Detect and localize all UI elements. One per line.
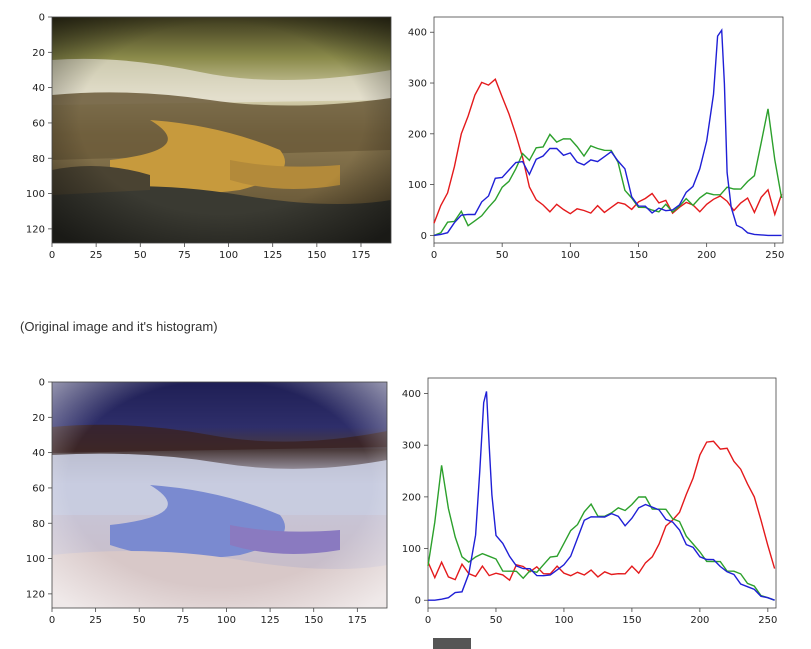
negative-image-plot: 0 25 50 75 100 125 150 175 0 20 40 60 80 100 120 — [26, 378, 388, 626]
original-image-x-tick-label: 150 — [307, 250, 326, 261]
negative-image-y-tick-label: 20 — [32, 413, 45, 424]
scroll-indicator — [433, 638, 471, 649]
negative-histogram-x-tick-label: 0 — [425, 615, 431, 626]
negative-histogram-y-tick-label: 400 — [402, 389, 421, 400]
negative-image-y-tick-label: 100 — [26, 554, 45, 565]
negative-image-x-tick-label: 50 — [133, 615, 146, 626]
original-histogram-y-tick-label: 100 — [408, 180, 427, 191]
original-histogram-x-tick-label: 200 — [697, 250, 716, 261]
negative-image-y-tick-label: 40 — [32, 448, 45, 459]
original-image-x-ticks: 0 25 50 75 100 125 150 175 — [49, 243, 371, 261]
original-histogram-plot: 0 50 100 150 200 250 0 100 200 300 400 — [408, 16, 784, 261]
original-image — [52, 17, 391, 243]
original-histogram-x-tick-label: 250 — [765, 250, 784, 261]
original-image-y-tick-label: 0 — [39, 13, 45, 24]
original-image-y-tick-label: 40 — [32, 83, 45, 94]
original-image-y-tick-label: 80 — [32, 154, 45, 165]
original-histogram-x-tick-label: 150 — [629, 250, 648, 261]
negative-image-y-tick-label: 80 — [32, 519, 45, 530]
original-image-x-tick-label: 75 — [178, 250, 191, 261]
negative-image-x-tick-label: 75 — [176, 615, 189, 626]
negative-histogram-x-tick-label: 250 — [758, 615, 777, 626]
original-image-y-tick-label: 120 — [26, 224, 45, 235]
negative-image-y-tick-label: 0 — [39, 378, 45, 389]
negative-histogram-x-tick-label: 200 — [690, 615, 709, 626]
original-histogram-y-tick-label: 300 — [408, 79, 427, 90]
original-image-y-tick-label: 20 — [32, 48, 45, 59]
negative-image-x-tick-label: 0 — [49, 615, 55, 626]
negative-histogram-y-tick-label: 300 — [402, 441, 421, 452]
negative-image-x-tick-label: 175 — [348, 615, 367, 626]
original-histogram-x-tick-label: 50 — [496, 250, 509, 261]
original-image-x-tick-label: 25 — [90, 250, 103, 261]
negative-histogram-plot: 0 50 100 150 200 250 0 100 200 300 400 — [402, 377, 777, 626]
negative-histogram-series-line-2 — [428, 391, 775, 601]
original-image-x-tick-label: 0 — [49, 250, 55, 261]
negative-histogram-x-tick-label: 100 — [554, 615, 573, 626]
original-histogram-x-tick-label: 100 — [561, 250, 580, 261]
original-histogram-series-line-2 — [433, 28, 782, 237]
negative-histogram-x-tick-label: 150 — [622, 615, 641, 626]
negative-image-x-tick-label: 100 — [217, 615, 236, 626]
original-histogram-y-tick-label: 200 — [408, 129, 427, 140]
original-histogram-x-tick-label: 0 — [431, 250, 437, 261]
original-image-y-ticks: 0 20 40 60 80 100 120 — [26, 13, 52, 235]
original-image-x-tick-label: 100 — [219, 250, 238, 261]
negative-histogram-y-tick-label: 0 — [415, 596, 421, 607]
negative-image — [52, 382, 387, 608]
negative-histogram-series-line-0 — [427, 440, 776, 582]
original-image-y-tick-label: 100 — [26, 189, 45, 200]
negative-histogram-y-tick-label: 100 — [402, 544, 421, 555]
negative-image-x-tick-label: 25 — [89, 615, 102, 626]
original-image-x-tick-label: 50 — [134, 250, 147, 261]
original-histogram-series-line-0 — [433, 78, 783, 224]
negative-image-x-tick-label: 150 — [304, 615, 323, 626]
original-image-x-tick-label: 125 — [263, 250, 282, 261]
negative-image-x-tick-label: 125 — [261, 615, 280, 626]
negative-histogram-x-tick-label: 50 — [490, 615, 503, 626]
negative-image-y-tick-label: 60 — [32, 483, 45, 494]
original-image-x-tick-label: 175 — [351, 250, 370, 261]
figure-caption: (Original image and it's histogram) — [20, 319, 218, 334]
negative-histogram-y-tick-label: 200 — [402, 492, 421, 503]
original-histogram-series-line-1 — [433, 108, 783, 237]
original-image-y-tick-label: 60 — [32, 118, 45, 129]
original-image-plot: 0 25 50 75 100 125 150 175 0 20 40 60 80 100 120 — [26, 13, 392, 261]
original-histogram-y-tick-label: 400 — [408, 28, 427, 39]
negative-image-y-tick-label: 120 — [26, 589, 45, 600]
original-histogram-y-tick-label: 0 — [421, 231, 427, 242]
